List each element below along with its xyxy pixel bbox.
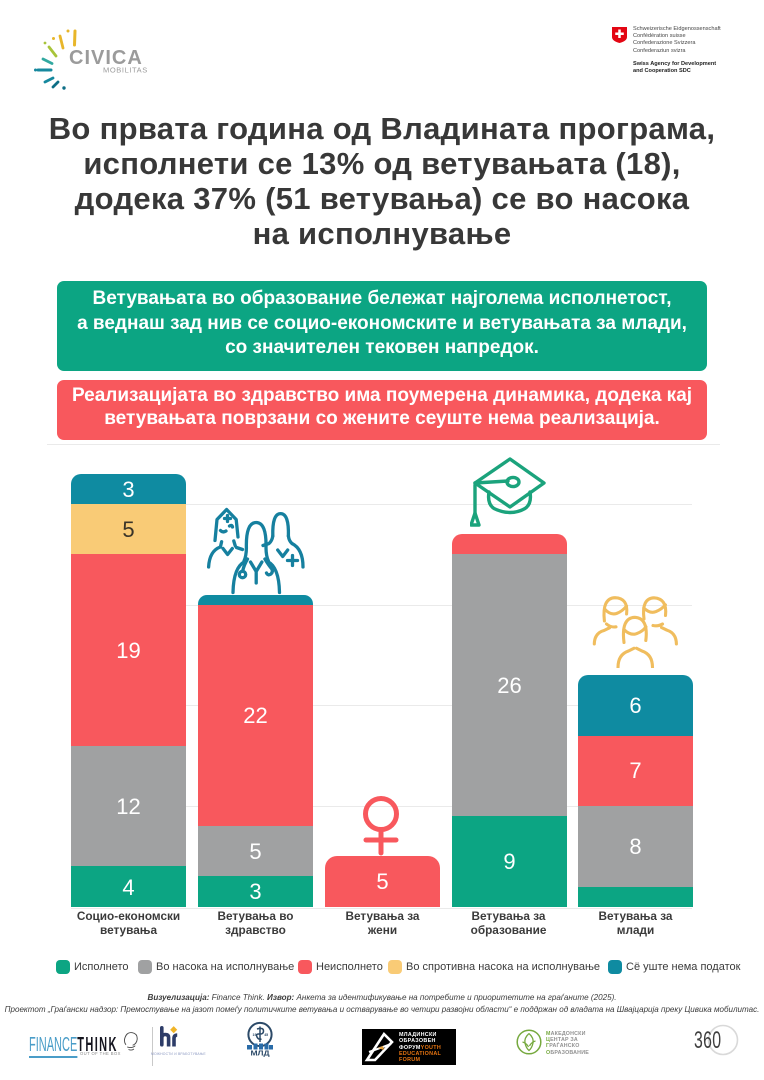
svg-text:МЛД: МЛД (250, 1049, 270, 1057)
svg-text:45: 45 (264, 1033, 268, 1037)
svg-text:CIVICA: CIVICA (69, 47, 143, 69)
svg-text:19: 19 (253, 1033, 257, 1037)
svg-text:MOBILITAS: MOBILITAS (103, 66, 148, 75)
